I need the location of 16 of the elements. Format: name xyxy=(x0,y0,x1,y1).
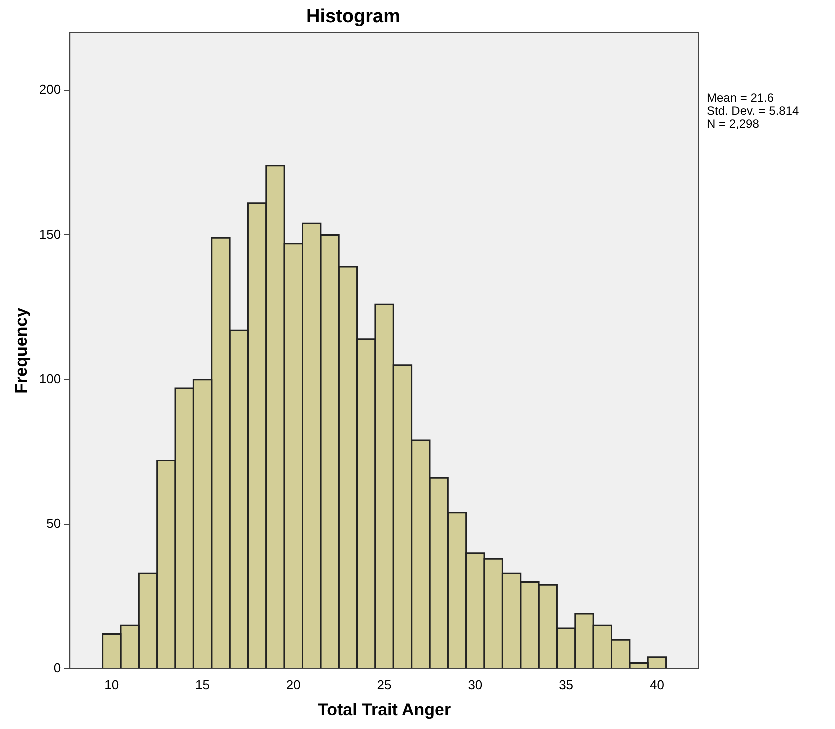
y-tick-label: 200 xyxy=(39,82,62,98)
y-tick-label: 0 xyxy=(54,660,62,676)
x-tick-label: 40 xyxy=(650,677,664,692)
x-tick-label: 10 xyxy=(104,677,120,692)
text: Mean = 21.6 Std. Dev. = 5.814 N = 2,298 xyxy=(707,91,800,132)
x-axis-title: Total Trait Anger xyxy=(318,700,452,720)
y-tick-label: 150 xyxy=(39,226,62,242)
y-axis-title: Frequency xyxy=(12,307,31,394)
x-tick-label: 30 xyxy=(468,677,483,692)
x-tick-label: 25 xyxy=(377,677,392,692)
chart-title: Histogram xyxy=(306,6,400,28)
x-tick-label: 15 xyxy=(196,677,210,692)
y-tick-label: 100 xyxy=(39,371,62,386)
x-tick-label: 20 xyxy=(286,677,301,692)
y-tick-label: 50 xyxy=(46,516,62,531)
x-tick-label: 35 xyxy=(559,677,574,692)
